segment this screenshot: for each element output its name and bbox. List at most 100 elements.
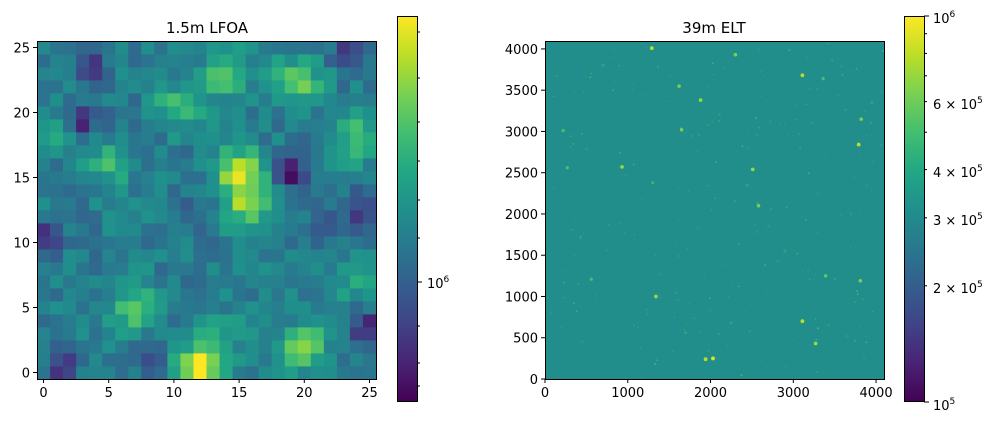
faint-source [709,309,712,312]
faint-source [670,74,672,77]
heatmap-cell [362,132,377,146]
faint-source [560,326,562,328]
heatmap-cell [115,353,129,367]
heatmap-cell [349,80,364,94]
heatmap-cell [154,353,168,367]
faint-source [677,299,680,302]
faint-source [729,165,732,167]
bright-source [711,356,715,361]
heatmap-cell [141,327,155,341]
heatmap-cell [128,262,142,276]
heatmap-cell [115,236,129,250]
heatmap-cell [102,67,116,81]
heatmap-cell [115,184,129,198]
heatmap-cell [76,197,90,211]
heatmap-cell [232,327,247,341]
heatmap-cell [89,197,103,211]
heatmap-cell [362,80,377,94]
heatmap-cell [193,249,207,263]
faint-source [814,318,817,320]
heatmap-cell [193,275,207,289]
faint-source [570,135,572,138]
heatmap-cell [284,184,299,198]
heatmap-cell [115,301,129,315]
heatmap-cell [63,288,77,302]
faint-source [552,61,554,63]
faint-source [547,296,549,299]
heatmap-cell [284,262,299,276]
heatmap-cell [167,236,181,250]
heatmap-cell [102,145,116,159]
heatmap-cell [180,184,194,198]
heatmap-cell [245,106,260,120]
heatmap-cell [76,41,90,55]
heatmap-cell [37,67,51,81]
heatmap-cell [89,80,103,94]
heatmap-cell [37,327,51,341]
faint-source [834,278,836,280]
heatmap-cell [128,106,142,120]
heatmap-cell [297,80,312,94]
heatmap-cell [63,171,77,185]
faint-source [805,103,808,106]
heatmap-cell [50,184,64,198]
faint-source [660,297,662,299]
heatmap-cell [349,158,364,172]
faint-source [796,119,798,121]
heatmap-cell [258,184,273,198]
heatmap-cell [310,249,325,263]
heatmap-cell [180,340,194,354]
heatmap-cell [336,314,351,328]
heatmap-cell [336,210,351,224]
heatmap-cell [141,314,155,328]
faint-source [749,330,751,332]
heatmap-cell [284,275,299,289]
faint-source [805,218,807,221]
heatmap-cell [297,275,312,289]
heatmap-cell [310,262,325,276]
heatmap-cell [50,210,64,224]
heatmap-cell [193,301,207,315]
heatmap-cell [167,132,181,146]
faint-source [865,336,867,338]
heatmap-cell [284,340,299,354]
heatmap-cell [258,145,273,159]
faint-source [589,76,592,79]
heatmap-cell [271,145,286,159]
heatmap-cell [115,80,129,94]
bright-source [870,101,874,105]
heatmap-cell [167,327,181,341]
faint-source [562,269,564,272]
x-tick-label: 25 [361,386,378,401]
faint-source [880,91,882,93]
bright-source [859,117,863,121]
faint-source [722,296,724,299]
heatmap-cell [102,41,116,55]
heatmap-cell [310,93,325,107]
heatmap-cell [258,301,273,315]
heatmap-cell [141,145,155,159]
heatmap-cell [323,340,338,354]
faint-source [623,249,625,251]
heatmap-cell [362,301,377,315]
heatmap-cell [323,54,338,68]
heatmap-cell [284,80,299,94]
heatmap-cell [128,158,142,172]
heatmap-cell [258,158,273,172]
heatmap-cell [115,93,129,107]
faint-source [677,255,680,257]
heatmap-cell [63,236,77,250]
bright-source [580,340,584,344]
bright-source [729,321,733,325]
faint-source [784,309,786,311]
heatmap-cell [245,262,260,276]
heatmap-cell [297,288,312,302]
heatmap-cell [245,223,260,237]
heatmap-cell [219,132,233,146]
heatmap-cell [219,80,233,94]
heatmap-cell [154,145,168,159]
faint-source [618,223,620,225]
heatmap-cell [271,223,286,237]
faint-source [844,108,847,111]
heatmap-cell [284,288,299,302]
